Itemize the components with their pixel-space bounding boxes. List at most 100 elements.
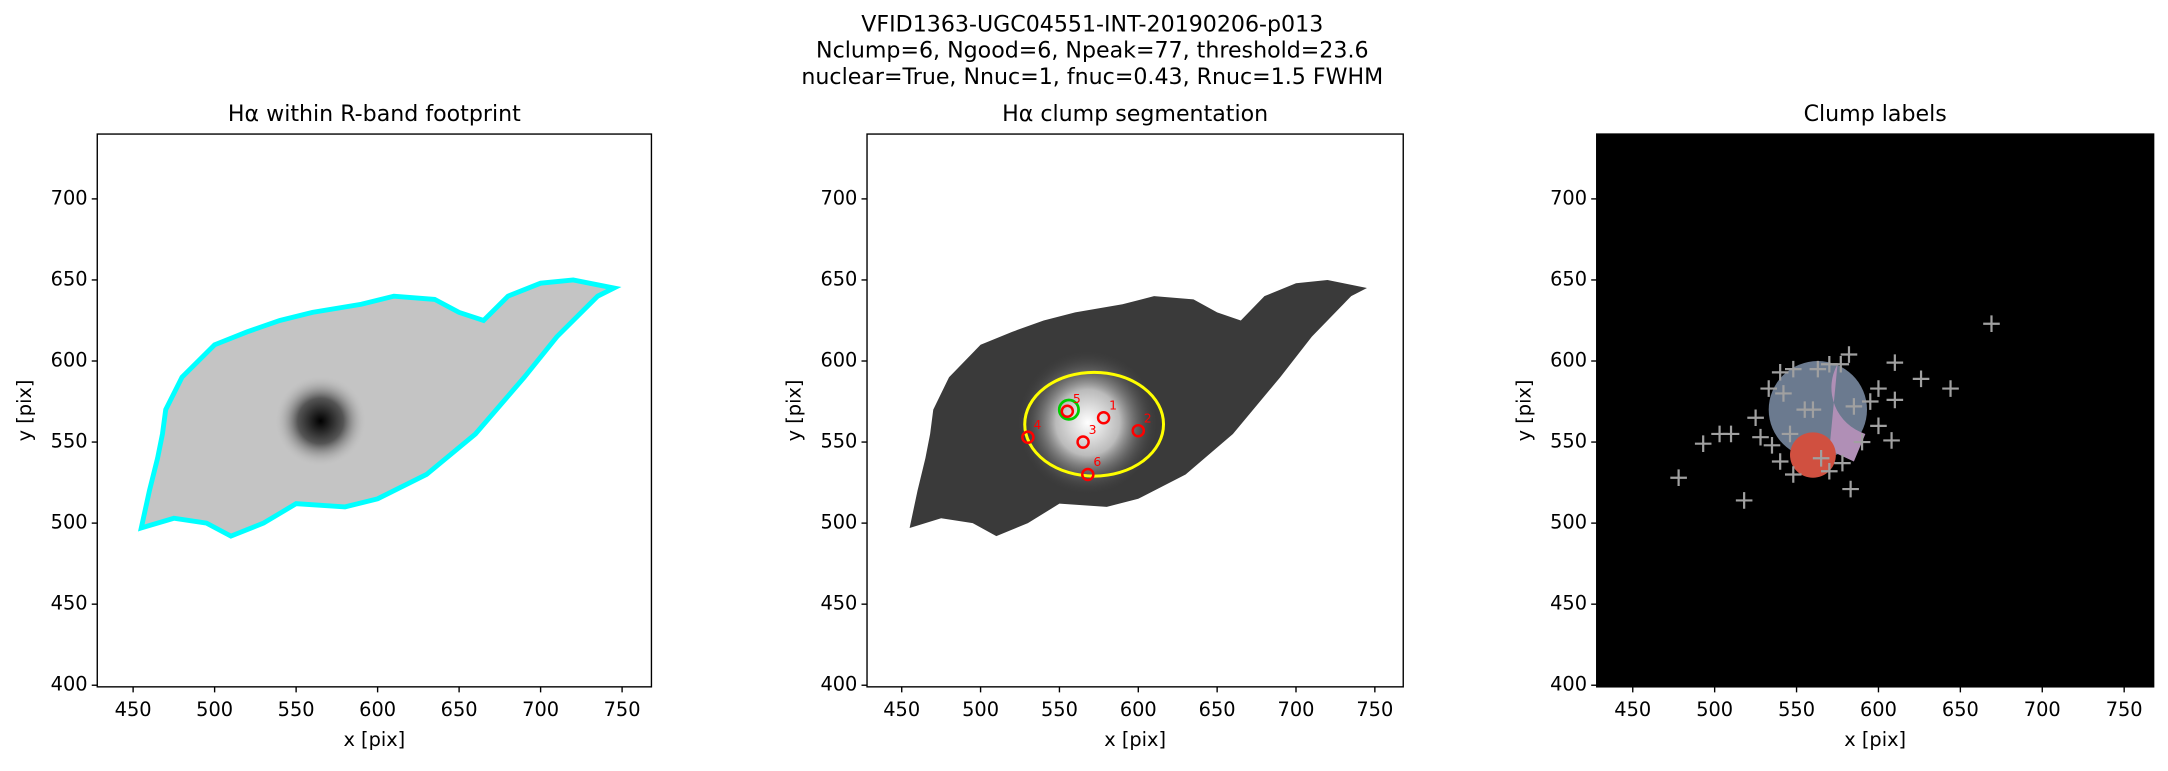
clump-label: 1 [1109,397,1117,412]
x-tick-label: 500 [1696,698,1733,721]
y-tick-label: 600 [1550,349,1587,372]
clump-label: 6 [1093,454,1101,469]
x-tick-label: 750 [604,698,641,721]
x-tick-label: 700 [2024,698,2061,721]
peak-marker [1886,354,1904,371]
axes-frame [1596,133,2155,688]
x-tick-label: 600 [1860,698,1897,721]
clump-marker [1081,467,1095,482]
peak-marker [1760,380,1778,397]
segmentation-image [909,279,1367,537]
x-tick-label: 650 [1942,698,1979,721]
peak-marker [1840,346,1858,363]
clump-marker [1096,410,1111,425]
plot-area [141,280,614,536]
peak-marker [1694,435,1712,452]
axes-frame [96,133,653,688]
peak-marker [1809,360,1827,378]
x-tick-label: 650 [441,698,478,721]
peak-marker [1752,428,1769,446]
y-tick-label: 500 [1550,511,1587,534]
y-axis-label: y [pix] [1512,380,1535,442]
x-axis-label: x [pix] [1104,728,1166,751]
clump-label: 5 [1073,391,1081,406]
x-tick-label: 700 [522,698,559,721]
y-tick-label: 400 [1550,673,1587,696]
clump-label: 4 [1033,417,1041,432]
y-tick-label: 550 [51,430,88,453]
labels-image [1596,134,2154,687]
peak-marker [1853,433,1871,451]
x-tick-label: 650 [1199,698,1236,721]
y-tick-label: 650 [820,267,857,290]
x-tick-label: 450 [115,698,152,721]
y-axis-label: y [pix] [783,380,806,442]
y-tick-label: 500 [51,511,88,534]
x-tick-label: 450 [1614,698,1651,721]
peak-marker [1735,492,1753,509]
peak-marker [1771,364,1789,381]
suptitle: Nclump=6, Ngood=6, Npeak=77, threshold=2… [816,38,1369,64]
x-tick-label: 550 [1778,698,1815,721]
y-axis-label: y [pix] [13,380,36,442]
y-tick-label: 450 [1550,592,1587,615]
peak-marker [1670,469,1687,487]
peak-marker [1845,398,1863,415]
x-tick-label: 500 [196,698,233,721]
clump-marker [1131,423,1146,438]
suptitle: nuclear=True, Nnuc=1, fnuc=0.43, Rnuc=1.… [801,64,1383,90]
plot-area [909,279,1367,537]
y-tick-label: 400 [51,673,88,696]
x-tick-label: 550 [278,698,315,721]
peak-marker [1821,462,1838,480]
peak-marker [1883,432,1900,449]
peak-marker [1983,315,2000,333]
peak-marker [1942,380,1959,397]
axes-title: Clump labels [1804,101,1947,127]
y-tick-label: 600 [51,349,88,372]
peak-marker [1886,391,1904,409]
peak-marker [1870,417,1887,435]
y-tick-label: 500 [820,511,857,534]
y-tick-label: 700 [820,186,857,209]
peak-marker [1781,425,1799,443]
x-tick-label: 600 [1120,698,1157,721]
y-tick-label: 450 [820,592,857,615]
axes-frame [866,133,1404,688]
y-tick-label: 650 [51,267,88,290]
peak-marker [1861,393,1879,410]
clump-marker [1060,404,1075,419]
y-tick-label: 700 [51,186,88,209]
clump-marker [1076,435,1090,449]
peak-marker [1870,380,1887,397]
x-tick-label: 750 [2106,698,2143,721]
peak-marker [1912,370,1930,388]
x-tick-label: 600 [359,698,396,721]
peak-marker [1834,454,1851,472]
y-tick-label: 400 [820,673,857,696]
peak-marker [1812,449,1830,467]
clump-label: 2 [1144,410,1152,425]
y-tick-label: 700 [1550,186,1587,209]
peak-marker [1771,453,1789,470]
peak-marker [1842,480,1859,498]
peak-marker [1784,360,1802,378]
x-axis-label: x [pix] [343,728,405,751]
peak-marker [1804,401,1822,418]
suptitle: VFID1363-UGC04551-INT-20190206-p013 [861,11,1323,37]
peak-marker [1821,355,1838,373]
peak-marker [1763,437,1781,454]
halpha-image [141,280,614,536]
x-tick-label: 500 [962,698,999,721]
y-tick-label: 550 [1550,430,1587,453]
y-tick-label: 600 [820,349,857,372]
y-tick-label: 550 [820,430,857,453]
y-tick-label: 450 [51,592,88,615]
axes-title: Hα clump segmentation [1002,101,1268,127]
peak-marker [1784,466,1802,483]
clump-label: 3 [1089,422,1097,437]
x-tick-label: 700 [1278,698,1315,721]
x-axis-label: x [pix] [1844,728,1906,751]
x-tick-label: 550 [1041,698,1078,721]
